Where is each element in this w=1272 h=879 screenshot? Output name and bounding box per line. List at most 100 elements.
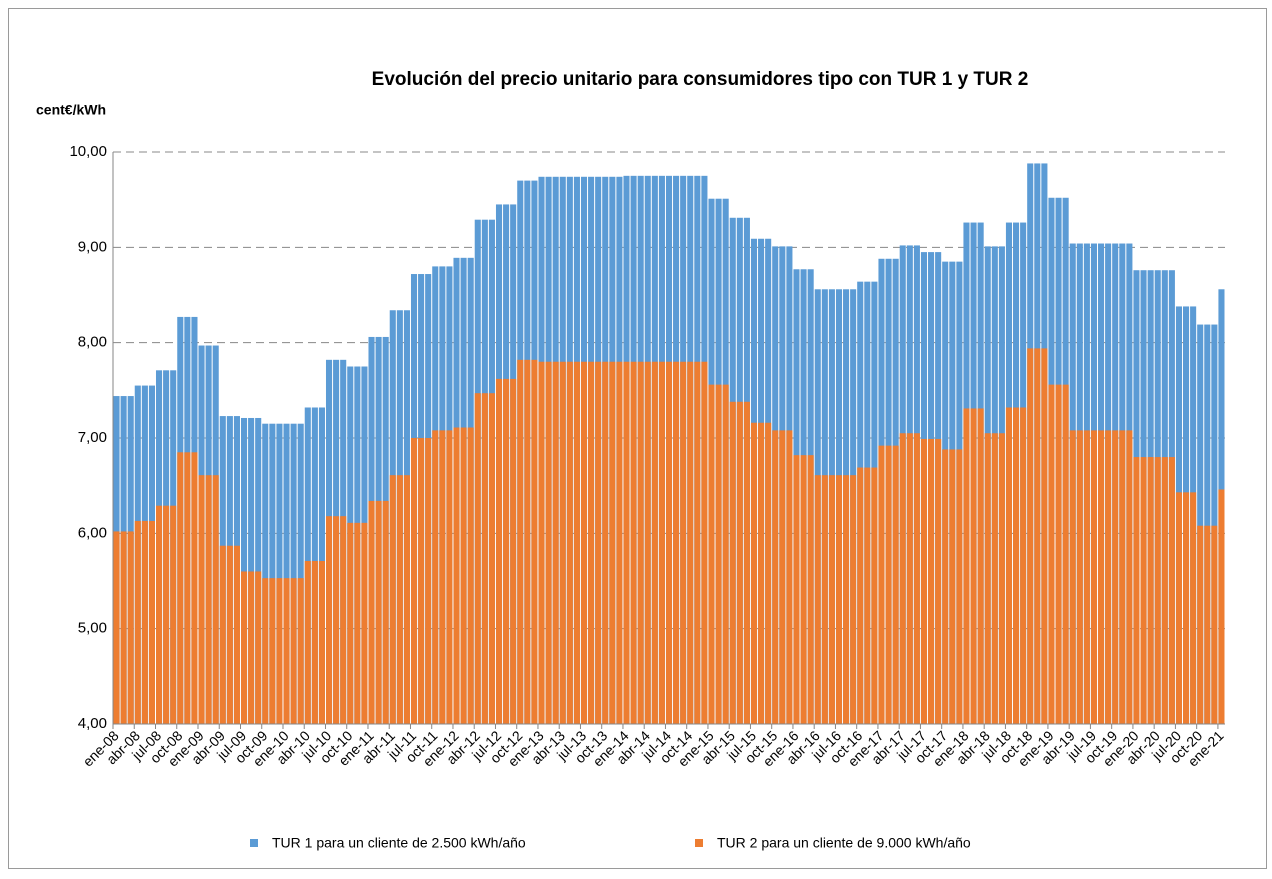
bar (828, 475, 835, 724)
bar (998, 433, 1005, 724)
y-tick-label: 4,00 (78, 715, 107, 732)
bar (573, 361, 580, 724)
bar (538, 361, 545, 724)
bar (913, 433, 920, 724)
bar (276, 423, 283, 724)
bar (474, 393, 481, 724)
bar (651, 361, 658, 724)
bar (439, 430, 446, 724)
bar (248, 417, 255, 724)
bar (956, 449, 963, 724)
y-tick-label: 8,00 (78, 334, 107, 351)
bar (942, 449, 949, 724)
y-axis-label: cent€/kWh (36, 102, 106, 118)
chart-title: Evolución del precio unitario para consu… (372, 69, 1029, 90)
bar (1147, 457, 1154, 724)
bar (1055, 384, 1062, 724)
bar (552, 361, 559, 724)
bar (545, 361, 552, 724)
bar (134, 520, 141, 724)
bar (609, 361, 616, 724)
bar (333, 516, 340, 724)
bar (432, 430, 439, 724)
bar (297, 578, 304, 724)
bar (269, 423, 276, 724)
y-tick-label: 5,00 (78, 620, 107, 637)
bar (644, 361, 651, 724)
bar (425, 438, 432, 724)
bar (184, 452, 191, 724)
bar (304, 560, 311, 724)
bar (198, 475, 205, 724)
bar (191, 452, 198, 724)
bar (729, 401, 736, 724)
bar (991, 433, 998, 724)
bar (283, 423, 290, 724)
bar (743, 401, 750, 724)
bar (311, 560, 318, 724)
legend-label: TUR 2 para un cliente de 9.000 kWh/año (717, 835, 971, 851)
bar (255, 417, 262, 724)
bar (446, 430, 453, 724)
bar (1161, 457, 1168, 724)
bar (262, 578, 269, 724)
bar (375, 500, 382, 724)
bar (177, 452, 184, 724)
bar (1168, 457, 1175, 724)
bar (1112, 430, 1119, 724)
bar (588, 361, 595, 724)
bar (1076, 430, 1083, 724)
bar (864, 467, 871, 724)
bar (524, 359, 531, 724)
bar (1048, 384, 1055, 724)
bar (325, 516, 333, 724)
bar (290, 423, 297, 724)
bar (772, 430, 779, 724)
bar (488, 393, 495, 724)
bar (963, 408, 970, 724)
bar (602, 361, 609, 724)
bar (885, 445, 892, 724)
bar (1126, 430, 1133, 724)
bar (750, 422, 758, 724)
bar (800, 455, 807, 724)
bar (354, 522, 361, 724)
bar (1197, 525, 1204, 724)
bar (410, 438, 418, 724)
bar (970, 408, 977, 724)
legend-swatch (695, 839, 703, 847)
bar (205, 475, 212, 724)
bar (212, 475, 219, 724)
bar (658, 361, 665, 724)
bar (1013, 407, 1020, 724)
bar (835, 475, 843, 724)
bar (141, 520, 148, 724)
bar (1211, 324, 1218, 724)
bar (871, 467, 878, 724)
bar (382, 500, 389, 724)
y-tick-label: 9,00 (78, 238, 107, 255)
bar (170, 505, 177, 724)
bar (935, 438, 942, 724)
bar (758, 422, 765, 724)
bar (722, 384, 729, 724)
bar (715, 384, 722, 724)
bar (630, 361, 637, 724)
bar (127, 531, 134, 724)
legend-swatch (250, 839, 258, 847)
bar (155, 505, 163, 724)
bar (1154, 457, 1161, 724)
bar (665, 361, 673, 724)
bar (418, 438, 425, 724)
bar (928, 438, 935, 724)
bar (1069, 430, 1076, 724)
bar (857, 467, 864, 724)
bar (467, 427, 474, 724)
bar (708, 384, 715, 724)
bar (389, 475, 396, 724)
bar (120, 531, 127, 724)
bar (1041, 348, 1048, 724)
bar (1083, 430, 1090, 724)
bar (1218, 489, 1225, 724)
bar (290, 578, 297, 724)
